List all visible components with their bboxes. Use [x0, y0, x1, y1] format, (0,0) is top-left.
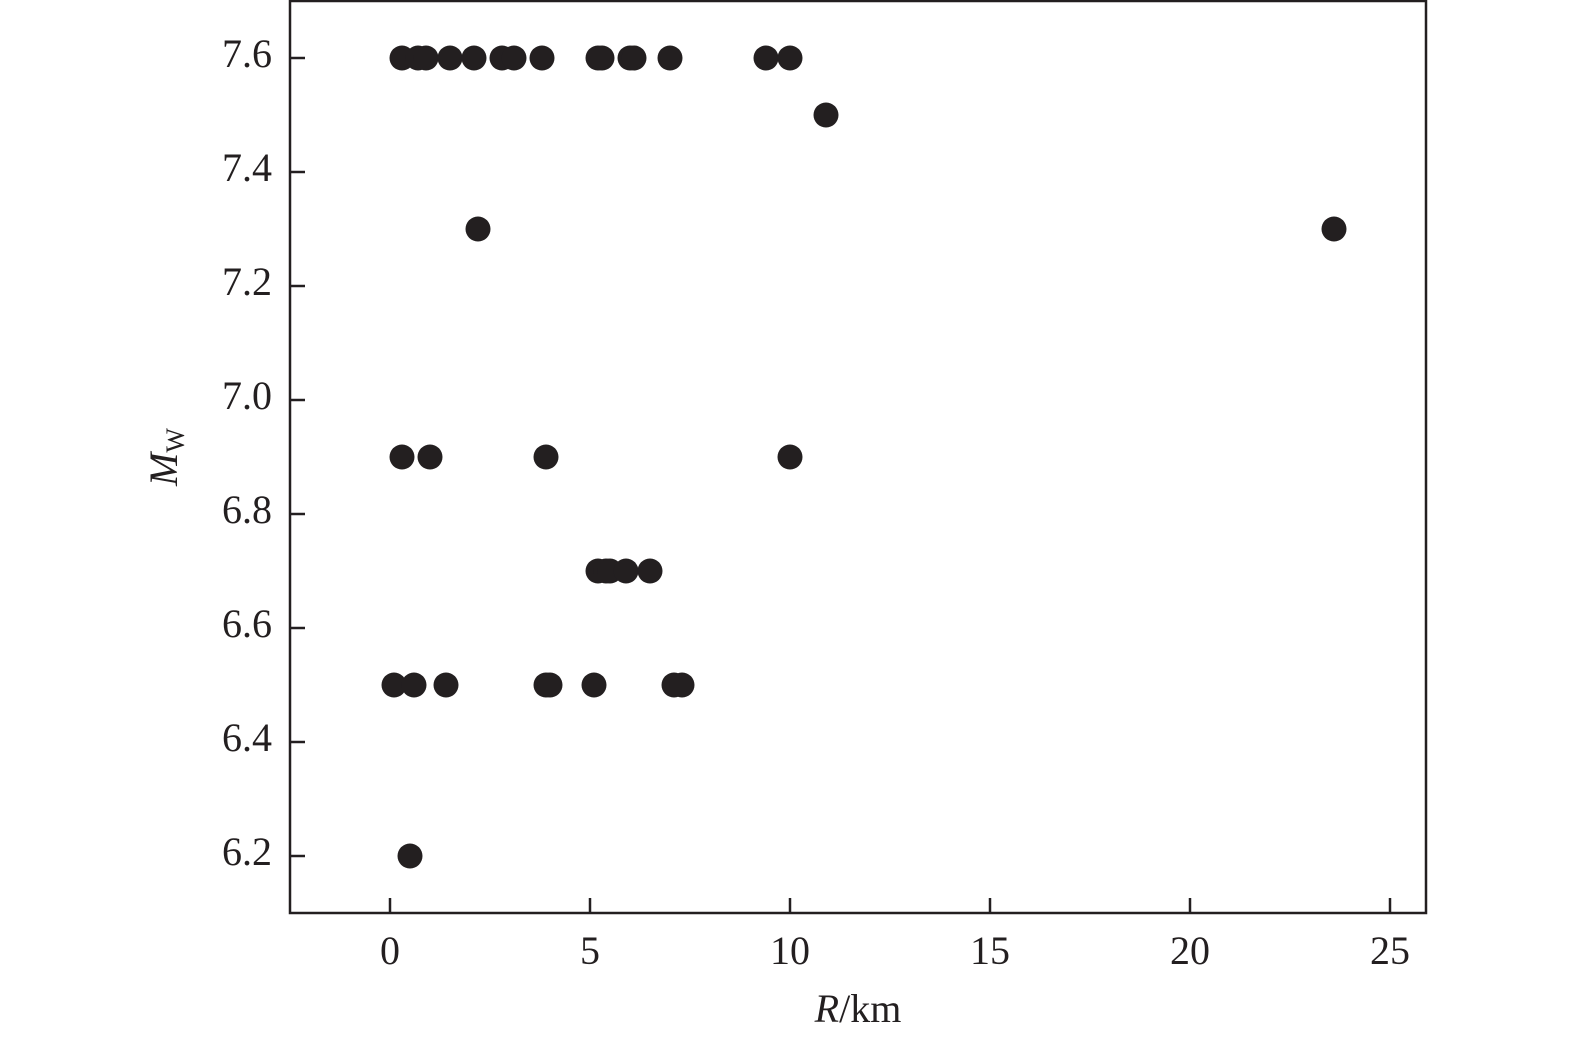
point [613, 558, 639, 584]
y-axis-label-main: M [141, 450, 186, 487]
point [381, 672, 407, 698]
y-tick-label: 6.2 [222, 829, 272, 874]
x-tick-label: 20 [1170, 928, 1210, 973]
y-tick-label: 6.6 [222, 601, 272, 646]
y-tick-label: 6.4 [222, 715, 272, 760]
x-tick-label: 15 [970, 928, 1010, 973]
point [777, 45, 803, 71]
x-tick-label: 0 [380, 928, 400, 973]
point [533, 444, 559, 470]
plot-frame [288, 0, 1428, 915]
point [753, 45, 779, 71]
point [529, 45, 555, 71]
point [417, 444, 443, 470]
y-tick-label: 6.8 [222, 487, 272, 532]
point [433, 672, 459, 698]
x-axis-label-italic: R [814, 986, 839, 1031]
point [581, 672, 607, 698]
y-tick-label: 7.0 [222, 373, 272, 418]
y-axis-label: MW [141, 428, 190, 487]
point [589, 45, 615, 71]
x-tick-label: 10 [770, 928, 810, 973]
x-axis-label-unit: /km [839, 986, 901, 1031]
point [813, 102, 839, 128]
point [621, 45, 647, 71]
y-tick-label: 7.4 [222, 145, 272, 190]
y-axis-label-sub: W [161, 428, 190, 453]
x-tick-label: 25 [1370, 928, 1410, 973]
point [389, 444, 415, 470]
point [461, 45, 487, 71]
y-tick-label: 7.6 [222, 31, 272, 76]
point [657, 45, 683, 71]
point [397, 843, 423, 869]
point [465, 216, 491, 242]
point [1321, 216, 1347, 242]
x-tick-label: 5 [580, 928, 600, 973]
point [637, 558, 663, 584]
point [413, 45, 439, 71]
x-axis-label: R/km [814, 986, 902, 1031]
point [777, 444, 803, 470]
point [501, 45, 527, 71]
point [669, 672, 695, 698]
point [401, 672, 427, 698]
point [437, 45, 463, 71]
point [537, 672, 563, 698]
y-tick-label: 7.2 [222, 259, 272, 304]
